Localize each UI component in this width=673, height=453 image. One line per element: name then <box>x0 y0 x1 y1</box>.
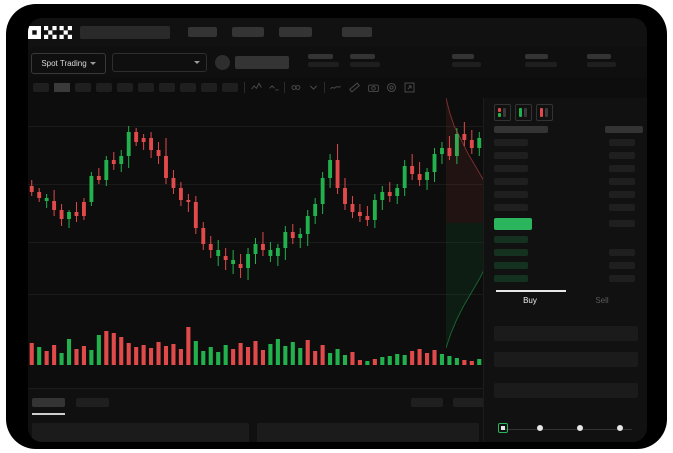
orderbook-ask-amount[interactable] <box>609 178 635 185</box>
stat-4 <box>525 54 557 67</box>
timeframe-5[interactable] <box>117 83 133 92</box>
spot-trading-label: Spot Trading <box>41 59 87 68</box>
chevron-down-icon <box>89 62 96 65</box>
timeframe-1[interactable] <box>33 83 49 92</box>
orderbook-ask-price[interactable] <box>494 152 528 159</box>
orderbook-ask-price[interactable] <box>494 191 528 198</box>
pair-name-placeholder <box>235 56 289 69</box>
orderbook-bid-amount[interactable] <box>609 262 635 269</box>
toolbar-divider <box>324 82 325 93</box>
timeframe-4[interactable] <box>96 83 112 92</box>
timeframe-3[interactable] <box>75 83 91 92</box>
total-field[interactable] <box>494 383 638 398</box>
chart-toolbar <box>28 77 647 99</box>
timeframe-7[interactable] <box>159 83 175 92</box>
nav-item-1[interactable] <box>188 27 217 37</box>
bottom-panel-left <box>32 423 249 442</box>
nav-item-2[interactable] <box>232 27 264 37</box>
spot-trading-dropdown[interactable]: Spot Trading <box>31 53 106 74</box>
stat-2 <box>350 54 380 67</box>
bottom-tab-1[interactable] <box>32 398 65 407</box>
bottom-action-1[interactable] <box>411 398 443 407</box>
gridline <box>28 294 483 295</box>
indicator-icon[interactable] <box>250 81 263 94</box>
orderbook-mode-asks-icon[interactable] <box>536 104 553 121</box>
stat-5 <box>587 54 616 67</box>
bottom-action-2[interactable] <box>453 398 485 407</box>
app-header <box>28 18 647 47</box>
timeframe-9[interactable] <box>201 83 217 92</box>
bottom-tab-2[interactable] <box>76 398 109 407</box>
stat-1 <box>308 54 339 67</box>
settings-icon[interactable] <box>385 81 398 94</box>
orderbook-ask-amount[interactable] <box>609 165 635 172</box>
tablet-device-frame: Spot Trading <box>6 4 667 449</box>
chevron-down-icon <box>194 61 200 64</box>
orderbook-last-amount <box>609 220 635 227</box>
ruler-icon[interactable] <box>348 81 361 94</box>
chevron-down-icon[interactable] <box>307 81 320 94</box>
toolbar-divider <box>244 82 245 93</box>
amount-slider-step-2[interactable] <box>537 425 543 431</box>
orderbook-ask-price[interactable] <box>494 204 528 211</box>
active-tab-underline <box>32 413 65 415</box>
orderbook-ask-price[interactable] <box>494 165 528 172</box>
bottom-panel-right <box>257 423 479 442</box>
candlestick-series <box>29 122 482 280</box>
buy-sell-tabs: Buy Sell <box>494 290 638 316</box>
orderbook-header-amount <box>605 126 643 133</box>
app-screen: Spot Trading <box>28 18 647 442</box>
active-tab-underline <box>496 290 566 292</box>
timeframe-6[interactable] <box>138 83 154 92</box>
tab-buy[interactable]: Buy <box>523 296 537 305</box>
price-field[interactable] <box>494 326 638 341</box>
orderbook-last-price <box>494 218 532 230</box>
orderbook-ask-amount[interactable] <box>609 191 635 198</box>
search-input[interactable] <box>80 26 170 39</box>
compare-icon[interactable] <box>268 81 281 94</box>
template-icon[interactable] <box>289 81 302 94</box>
nav-item-3[interactable] <box>279 27 312 37</box>
tab-sell[interactable]: Sell <box>595 296 609 305</box>
stat-3 <box>452 54 481 67</box>
timeframe-10[interactable] <box>222 83 238 92</box>
orderbook-ask-price[interactable] <box>494 178 528 185</box>
orderbook-ask-amount[interactable] <box>609 204 635 211</box>
trading-subbar: Spot Trading <box>28 47 647 77</box>
orderbook-ask-amount[interactable] <box>609 152 635 159</box>
fullscreen-icon[interactable] <box>403 81 416 94</box>
orderbook-bid-amount[interactable] <box>609 249 635 256</box>
price-chart[interactable] <box>28 98 483 388</box>
order-panel: Buy Sell <box>483 98 647 442</box>
orderbook-bid-price[interactable] <box>494 249 528 256</box>
orderbook-mode-both-icon[interactable] <box>494 104 511 121</box>
volume-series <box>29 327 482 365</box>
orderbook-ask-amount[interactable] <box>609 139 635 146</box>
orderbook-header-price <box>494 126 548 133</box>
okx-logo[interactable] <box>28 26 72 39</box>
orderbook-bid-amount[interactable] <box>609 275 635 282</box>
camera-icon[interactable] <box>367 81 380 94</box>
amount-field[interactable] <box>494 352 638 367</box>
amount-slider-step-4[interactable] <box>617 425 623 431</box>
orderbook-ask-price[interactable] <box>494 139 528 146</box>
line-chart-icon[interactable] <box>329 81 342 94</box>
amount-slider-track[interactable] <box>502 429 632 430</box>
timeframe-8[interactable] <box>180 83 196 92</box>
orderbook-bid-price[interactable] <box>494 236 528 243</box>
pair-selector[interactable] <box>112 53 207 72</box>
timeframe-2[interactable] <box>54 83 70 92</box>
orderbook-bid-price[interactable] <box>494 275 528 282</box>
amount-slider-step-1[interactable] <box>498 423 508 433</box>
gridline <box>28 184 483 185</box>
amount-slider-step-3[interactable] <box>577 425 583 431</box>
orderbook-mode-bids-icon[interactable] <box>515 104 532 121</box>
gridline <box>28 126 483 127</box>
toolbar-divider <box>284 82 285 93</box>
nav-item-4[interactable] <box>342 27 372 37</box>
bottom-panel <box>28 388 485 442</box>
coin-avatar <box>215 55 230 70</box>
orderbook-bid-price[interactable] <box>494 262 528 269</box>
